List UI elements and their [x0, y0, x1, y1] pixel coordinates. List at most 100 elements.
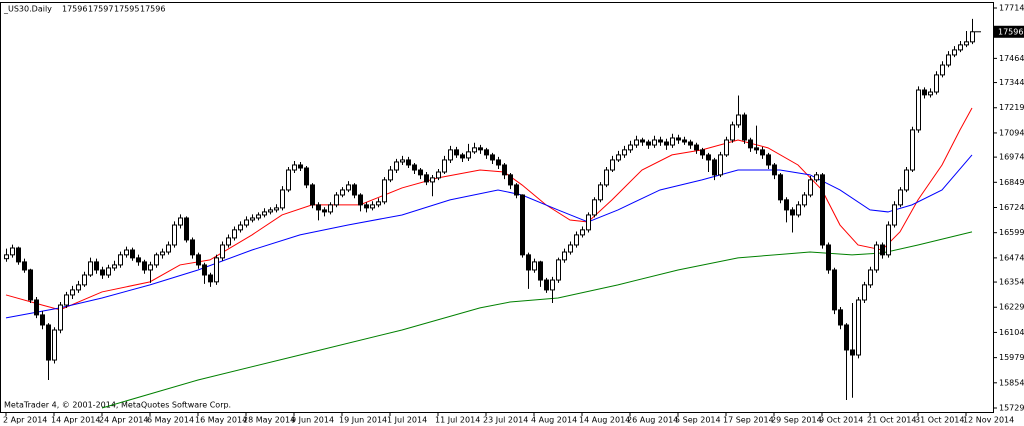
- candle-body: [580, 229, 585, 236]
- candle-body: [76, 284, 81, 291]
- candle-body: [682, 139, 687, 143]
- candle-body: [856, 299, 861, 356]
- candle-body: [472, 147, 477, 153]
- candle-body: [484, 149, 489, 156]
- candle-body: [694, 144, 699, 151]
- candle-body: [934, 74, 939, 93]
- candle-body: [532, 261, 537, 271]
- y-tick-label: 16724: [999, 203, 1024, 212]
- candle-body: [388, 169, 393, 181]
- y-tick-label: 16849: [999, 178, 1024, 187]
- candle-body: [640, 139, 645, 143]
- candle-body: [556, 259, 561, 281]
- candle-body: [736, 114, 741, 126]
- candle-body: [436, 171, 441, 179]
- candle-body: [880, 244, 885, 256]
- candle-body: [928, 91, 933, 96]
- candle-body: [238, 224, 243, 231]
- candle-body: [706, 154, 711, 161]
- candle-body: [148, 264, 153, 271]
- last-price-box: [994, 25, 1024, 38]
- candle-body: [514, 184, 519, 196]
- candle-body: [526, 254, 531, 271]
- candle-body: [520, 194, 525, 256]
- candle-body: [748, 139, 753, 149]
- candle-body: [970, 31, 975, 43]
- candle-body: [844, 324, 849, 351]
- candle-body: [898, 189, 903, 206]
- x-tick-label: 6 May 2014: [147, 416, 194, 425]
- candle-body: [802, 194, 807, 206]
- candle-body: [760, 149, 765, 156]
- candle-body: [160, 251, 165, 256]
- candle-body: [250, 217, 255, 221]
- candle-body: [304, 167, 309, 186]
- candle-body: [184, 217, 189, 241]
- plot-frame: [0, 2, 994, 413]
- candle-body: [724, 139, 729, 156]
- candle-body: [100, 269, 105, 276]
- candle-body: [766, 154, 771, 166]
- candle-body: [508, 174, 513, 186]
- x-tick-label: 17 Sep 2014: [723, 416, 774, 425]
- x-tick-label: 9 Oct 2014: [819, 416, 863, 425]
- x-tick-label: 21 Oct 2014: [867, 416, 916, 425]
- candle-body: [892, 204, 897, 226]
- candle-body: [328, 204, 333, 213]
- candle-body: [274, 207, 279, 211]
- candle-body: [28, 269, 33, 301]
- last-price-label: 17596: [998, 27, 1023, 36]
- candle-body: [466, 151, 471, 159]
- candle-body: [22, 261, 27, 271]
- y-tick-label: 15979: [999, 353, 1024, 362]
- candle-body: [778, 174, 783, 201]
- candle-body: [478, 147, 483, 151]
- x-tick-label: 11 Jul 2014: [435, 416, 480, 425]
- candle-body: [376, 201, 381, 206]
- candle-body: [598, 184, 603, 201]
- x-tick-label: 28 May 2014: [243, 416, 295, 425]
- x-tick-label: 23 Jul 2014: [483, 416, 528, 425]
- y-tick-label: 16354: [999, 278, 1024, 287]
- candle-body: [496, 159, 501, 166]
- candle-body: [790, 209, 795, 216]
- candle-body: [688, 141, 693, 146]
- candle-body: [286, 169, 291, 191]
- candle-body: [220, 244, 225, 259]
- candle-body: [646, 141, 651, 146]
- candle-body: [394, 161, 399, 171]
- candle-body: [610, 159, 615, 171]
- ohlc-info: 17596 17597 17595 17596: [62, 5, 165, 14]
- y-tick-label: 17464: [999, 54, 1024, 63]
- candle-body: [784, 199, 789, 211]
- candle-body: [94, 261, 99, 271]
- candle-body: [208, 274, 213, 283]
- y-tick-label: 16974: [999, 153, 1024, 162]
- candle-body: [424, 174, 429, 183]
- candle-body: [886, 224, 891, 256]
- candle-body: [754, 147, 759, 151]
- candle-body: [142, 261, 147, 271]
- candle-body: [136, 257, 141, 263]
- candle-body: [316, 204, 321, 211]
- x-tick-label: 19 Jun 2014: [339, 416, 387, 425]
- y-tick-label: 16599: [999, 228, 1024, 237]
- candle-body: [502, 164, 507, 176]
- candle-body: [952, 49, 957, 56]
- candle-body: [382, 179, 387, 203]
- candle-body: [772, 164, 777, 176]
- candle-body: [406, 159, 411, 166]
- candle-body: [622, 149, 627, 156]
- candle-body: [124, 249, 129, 256]
- candle-body: [280, 189, 285, 209]
- candle-body: [70, 289, 75, 296]
- candle-body: [568, 244, 573, 253]
- candle-body: [460, 154, 465, 159]
- candle-body: [634, 139, 639, 146]
- y-tick-label: 17219: [999, 103, 1024, 112]
- candle-body: [244, 219, 249, 226]
- candle-body: [628, 144, 633, 151]
- candle-body: [796, 204, 801, 216]
- candle-body: [10, 247, 15, 256]
- x-tick-label: 2 Apr 2014: [3, 416, 47, 425]
